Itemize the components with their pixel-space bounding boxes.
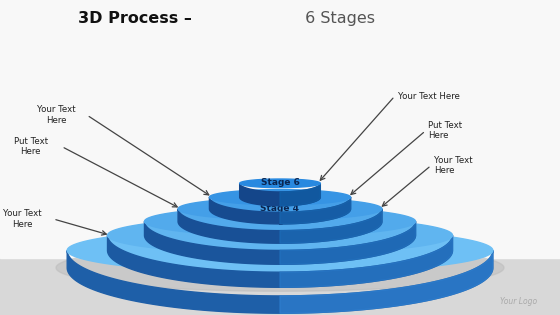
Polygon shape [280, 183, 320, 206]
Polygon shape [280, 250, 493, 313]
Polygon shape [185, 219, 375, 224]
Text: Your Text
Here: Your Text Here [3, 209, 41, 229]
Text: Stage 1: Stage 1 [260, 245, 300, 254]
Polygon shape [108, 235, 452, 287]
Polygon shape [280, 221, 416, 264]
Polygon shape [144, 221, 416, 264]
Text: Put Text
Here: Put Text Here [428, 121, 463, 140]
Bar [0, 0, 560, 258]
Text: 6 Stages: 6 Stages [300, 11, 375, 26]
Polygon shape [159, 231, 401, 239]
Text: Stage 4: Stage 4 [260, 204, 300, 213]
Polygon shape [108, 217, 452, 254]
Polygon shape [240, 179, 320, 188]
Text: Stage 2: Stage 2 [260, 230, 300, 239]
Polygon shape [178, 198, 382, 220]
Polygon shape [280, 209, 382, 243]
Text: Your Text Here: Your Text Here [398, 92, 459, 100]
Text: Put Text
Here: Put Text Here [14, 137, 48, 156]
Text: 3D Process –: 3D Process – [78, 11, 192, 26]
Polygon shape [67, 228, 493, 273]
Polygon shape [209, 208, 351, 210]
Polygon shape [231, 197, 329, 198]
Bar [0, 258, 560, 315]
Text: Your Text
Here: Your Text Here [434, 156, 473, 175]
Polygon shape [252, 183, 308, 184]
Polygon shape [209, 197, 351, 224]
Text: Stage 6: Stage 6 [260, 178, 300, 187]
Polygon shape [280, 235, 452, 287]
Text: Stage 3: Stage 3 [260, 216, 300, 225]
Polygon shape [240, 183, 320, 206]
Polygon shape [56, 244, 504, 291]
Polygon shape [178, 209, 382, 243]
Polygon shape [209, 190, 351, 205]
Polygon shape [131, 244, 429, 256]
Text: Stage 5: Stage 5 [260, 192, 300, 201]
Polygon shape [144, 207, 416, 236]
Polygon shape [280, 197, 351, 224]
Text: Your Logo: Your Logo [501, 296, 538, 306]
Text: Your Text
Here: Your Text Here [37, 105, 75, 125]
Polygon shape [67, 250, 493, 313]
